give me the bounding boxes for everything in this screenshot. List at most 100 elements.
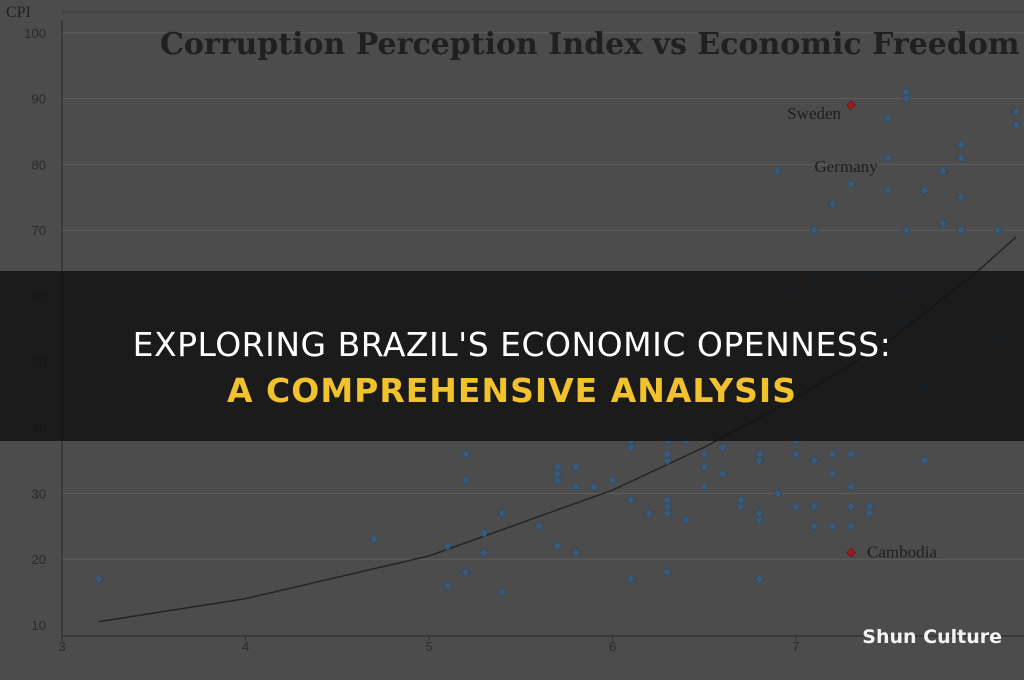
data-point [882, 185, 893, 196]
x-tick-label: 7 [792, 639, 799, 654]
data-point [460, 567, 471, 578]
chart-title: Corruption Perception Index vs Economic … [160, 27, 1024, 62]
data-point [570, 481, 581, 492]
data-point [882, 113, 893, 124]
data-point [956, 139, 966, 150]
y-tick-label: 90 [32, 92, 46, 107]
x-tick-label: 4 [242, 639, 249, 654]
y-axis-label: CPI [6, 4, 31, 21]
data-point [993, 225, 1003, 236]
data-point [626, 495, 636, 505]
data-point [552, 468, 563, 479]
data-point [827, 468, 838, 479]
data-point [1011, 120, 1022, 130]
data-point [956, 192, 966, 203]
data-point [809, 521, 820, 532]
data-point [846, 521, 856, 532]
data-point [809, 501, 820, 512]
data-point [846, 179, 856, 189]
data-point [956, 152, 966, 163]
data-point [901, 225, 911, 236]
data-points [93, 87, 1022, 597]
y-tick-label: 80 [32, 157, 46, 172]
y-tick-label: 20 [32, 552, 46, 567]
data-point [754, 455, 765, 466]
data-point [626, 574, 636, 584]
data-point [479, 528, 489, 538]
data-point [442, 580, 453, 591]
data-point [864, 501, 875, 512]
data-point [937, 166, 948, 176]
annotations: Sweden Germany Cambodia [787, 100, 937, 562]
data-point [864, 508, 875, 518]
data-point [607, 475, 618, 486]
data-point [717, 442, 728, 453]
data-point [93, 574, 104, 584]
x-tick-label: 6 [609, 639, 616, 654]
data-point [754, 508, 765, 518]
data-point [681, 514, 691, 525]
data-point [937, 218, 948, 229]
data-point [662, 567, 673, 578]
y-tick-label: 10 [32, 618, 46, 633]
data-point [644, 508, 655, 518]
data-point [497, 587, 508, 597]
data-point [626, 442, 636, 453]
y-tick-label: 30 [32, 486, 46, 501]
x-tick-label: 3 [58, 639, 65, 654]
data-point [497, 508, 508, 518]
data-point [570, 462, 581, 472]
data-point [754, 449, 765, 459]
data-point [882, 152, 893, 163]
data-point [699, 481, 710, 492]
data-point [662, 449, 673, 459]
annotation-label-germany: Germany [814, 157, 878, 176]
data-point [460, 449, 471, 459]
data-point [534, 521, 544, 532]
data-point [919, 185, 930, 196]
title-banner: EXPLORING BRAZIL'S ECONOMIC OPENNESS: A … [0, 271, 1024, 441]
data-point [754, 514, 765, 525]
data-point [919, 455, 930, 466]
banner-subheadline: A COMPREHENSIVE ANALYSIS [227, 371, 797, 410]
data-point [460, 475, 471, 486]
highlight-point-cambodia [846, 547, 856, 558]
data-point [570, 547, 581, 558]
data-point [754, 574, 765, 584]
data-point [662, 501, 673, 512]
y-tick-label: 100 [24, 26, 46, 41]
data-point [369, 534, 379, 545]
data-point [791, 449, 801, 459]
data-point [442, 541, 453, 551]
data-point [552, 462, 563, 472]
y-tick-label: 70 [32, 223, 46, 238]
data-point [736, 495, 746, 505]
data-point [772, 488, 783, 499]
data-point [901, 87, 911, 97]
data-point [791, 501, 801, 512]
annotation-label-cambodia: Cambodia [867, 543, 937, 562]
data-point [827, 521, 838, 532]
data-point [846, 449, 856, 459]
banner-headline: EXPLORING BRAZIL'S ECONOMIC OPENNESS: [132, 325, 892, 364]
data-point [846, 481, 856, 492]
data-point [956, 225, 966, 236]
data-point [662, 508, 673, 518]
data-point [1011, 106, 1022, 117]
watermark-logo: Shun Culture [862, 626, 1002, 648]
data-point [662, 455, 673, 466]
highlight-point-sweden [846, 100, 856, 111]
data-point [772, 166, 783, 176]
data-point [809, 225, 820, 236]
x-tick-label: 5 [425, 639, 432, 654]
annotation-label-sweden: Sweden [787, 104, 841, 123]
data-point [846, 501, 856, 512]
data-point [827, 449, 838, 459]
data-point [717, 468, 728, 479]
data-point [552, 475, 563, 486]
data-point [809, 455, 820, 466]
data-point [736, 501, 746, 512]
data-point [662, 495, 673, 505]
data-point [699, 462, 710, 472]
data-point [589, 481, 599, 492]
